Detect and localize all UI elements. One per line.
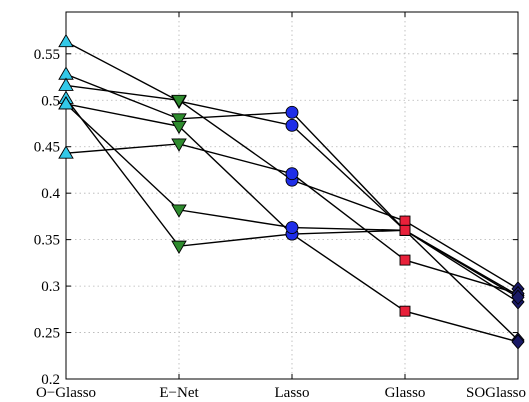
y-tick-label: 0.4: [41, 186, 60, 202]
triangle-down-marker-s5-c2: [171, 120, 187, 135]
circle-marker-s1-c3: [285, 118, 299, 132]
series-line-1: [65, 41, 519, 341]
triangle-up-marker-s1-c1: [58, 33, 74, 48]
y-tick-label: 0.45: [34, 140, 60, 156]
square-marker-s7-c4: [399, 224, 411, 236]
triangle-up-marker-s6-c1: [58, 145, 74, 159]
x-tick-label: O−Glasso: [36, 385, 96, 401]
y-tick-label: 0.35: [34, 233, 60, 249]
square-marker-s3-c4: [399, 215, 411, 227]
triangle-down-marker-s7-c2: [171, 204, 187, 218]
triangle-down-marker-s3-c2: [171, 94, 187, 109]
y-tick-label: 0.55: [34, 47, 60, 63]
square-marker-s5-c4: [399, 305, 411, 317]
triangle-up-marker-s3-c1: [58, 77, 74, 91]
triangle-up-marker-s7-c1: [58, 96, 74, 110]
x-tick-label: Lasso: [275, 385, 310, 401]
diamond-marker-s7-c5: [511, 289, 525, 305]
circle-marker-s6-c3: [285, 167, 299, 181]
x-tick-label: Glasso: [385, 385, 426, 401]
axis-ticks: [65, 12, 519, 380]
x-axis-tick-labels: O−Glasso E−Net Lasso Glasso SOGlasso: [36, 385, 526, 401]
triangle-down-marker-s4-c2: [171, 240, 187, 255]
y-tick-label: 0.3: [41, 279, 60, 295]
circle-marker-s7-c3: [285, 221, 299, 235]
x-tick-label: SOGlasso: [466, 385, 526, 401]
triangle-up-marker-s2-c1: [58, 66, 74, 80]
square-marker-s6-c4: [399, 254, 411, 266]
y-tick-label: 0.5: [41, 93, 60, 109]
triangle-down-marker-s2-c2: [171, 113, 187, 127]
y-tick-label: 0.2: [41, 372, 60, 388]
diamond-marker-s5-c5: [511, 334, 525, 350]
y-tick-label: 0.25: [34, 326, 60, 342]
triangle-down-marker-s6-c2: [171, 138, 187, 152]
y-axis-tick-labels: 0.2 0.25 0.3 0.35 0.4 0.45 0.5 0.55: [34, 47, 61, 388]
series-line-7: [65, 103, 519, 298]
x-tick-label: E−Net: [159, 385, 199, 401]
circle-marker-s2-c3: [285, 105, 299, 119]
series-markers: [58, 33, 525, 350]
